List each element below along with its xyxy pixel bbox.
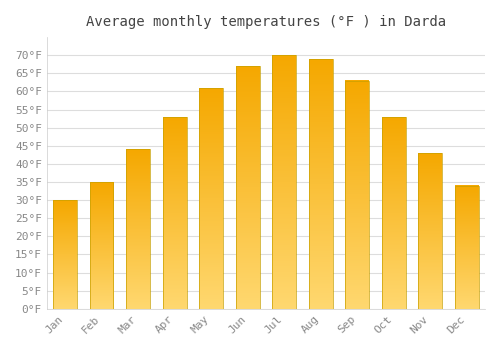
Bar: [126, 149, 150, 309]
Bar: [309, 59, 332, 309]
Bar: [163, 117, 186, 309]
Bar: [418, 153, 442, 309]
Bar: [346, 80, 369, 309]
Bar: [382, 117, 406, 309]
Bar: [455, 186, 478, 309]
Bar: [236, 66, 260, 309]
Bar: [90, 182, 114, 309]
Bar: [54, 200, 77, 309]
Bar: [272, 55, 296, 309]
Title: Average monthly temperatures (°F ) in Darda: Average monthly temperatures (°F ) in Da…: [86, 15, 446, 29]
Bar: [200, 88, 223, 309]
